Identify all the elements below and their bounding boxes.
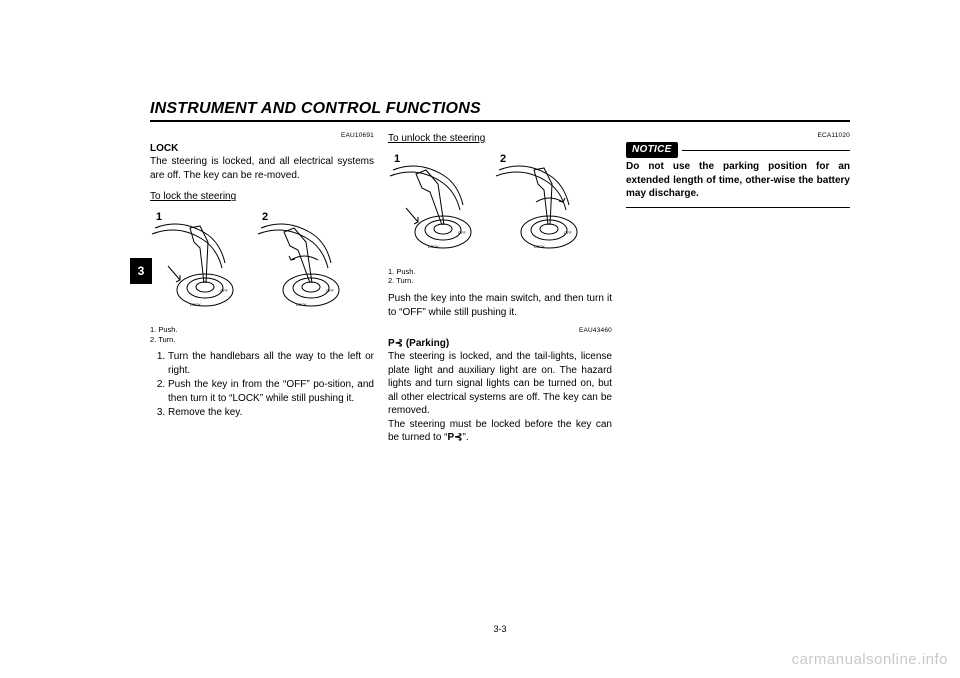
notice-header: NOTICE [626,142,850,159]
svg-text:OFF: OFF [220,288,229,293]
figure-label-2: 2 [262,210,268,225]
unlock-diagram-1: LOCK OFF [388,150,492,260]
figure-label-2: 2 [500,152,506,167]
unlock-body: Push the key into the main switch, and t… [388,292,612,319]
parking-heading-text: (Parking) [403,338,449,349]
unlock-diagram-2: LOCK OFF [494,150,598,260]
figure-lock: 1 LOCK OFF 2 [150,208,360,323]
step-item: Remove the key. [168,406,374,420]
parking-heading: P⊰ (Parking) [388,337,612,351]
caption-line: 2. Turn. [150,335,374,345]
notice-body: Do not use the parking position for an e… [626,160,850,208]
figure-label-1: 1 [156,210,162,225]
svg-text:LOCK: LOCK [428,244,439,249]
lock-body: The steering is locked, and all electric… [150,155,374,182]
column-3: ECA11020 NOTICE Do not use the parking p… [626,132,850,445]
svg-text:OFF: OFF [458,230,467,235]
svg-text:LOCK: LOCK [534,244,545,249]
caption-line: 2. Turn. [388,276,612,286]
ref-code: ECA11020 [626,132,850,141]
manual-page: INSTRUMENT AND CONTROL FUNCTIONS EAU1069… [150,100,850,640]
watermark: carmanualsonline.info [792,651,948,668]
figure-caption: 1. Push. 2. Turn. [388,267,612,287]
parking-body-2: The steering must be locked before the k… [388,418,612,445]
lock-diagram-1: LOCK OFF [150,208,254,318]
step-item: Push the key in from the “OFF” po-sition… [168,378,374,405]
column-2: To unlock the steering 1 LOCK OFF [388,132,612,445]
svg-text:OFF: OFF [326,288,335,293]
svg-text:OFF: OFF [564,230,573,235]
caption-line: 1. Push. [388,267,612,277]
notice-rule [682,150,850,151]
content-columns: EAU10691 LOCK The steering is locked, an… [150,132,850,445]
lock-steps: Turn the handlebars all the way to the l… [154,350,374,420]
ref-code: EAU43460 [388,327,612,336]
parking-icon: P⊰ [388,338,403,349]
lock-diagram-2: LOCK OFF [256,208,360,318]
ref-code: EAU10691 [150,132,374,141]
svg-text:LOCK: LOCK [296,302,307,307]
parking-body-2b: ”. [463,432,469,443]
notice-label: NOTICE [626,142,678,159]
caption-line: 1. Push. [150,325,374,335]
column-1: EAU10691 LOCK The steering is locked, an… [150,132,374,445]
figure-caption: 1. Push. 2. Turn. [150,325,374,345]
figure-label-1: 1 [394,152,400,167]
lock-heading: LOCK [150,142,374,156]
to-unlock-heading: To unlock the steering [388,132,612,146]
step-item: Turn the handlebars all the way to the l… [168,350,374,377]
chapter-tab: 3 [130,258,152,284]
page-title: INSTRUMENT AND CONTROL FUNCTIONS [150,100,481,118]
figure-unlock: 1 LOCK OFF 2 [388,150,598,265]
svg-text:LOCK: LOCK [190,302,201,307]
parking-body: The steering is locked, and the tail-lig… [388,350,612,418]
to-lock-heading: To lock the steering [150,190,374,204]
parking-icon-inline: P⊰ [447,432,462,443]
page-number: 3-3 [150,624,850,634]
title-row: INSTRUMENT AND CONTROL FUNCTIONS [150,100,850,122]
parking-body-2a: The steering must be locked before the k… [388,419,612,444]
